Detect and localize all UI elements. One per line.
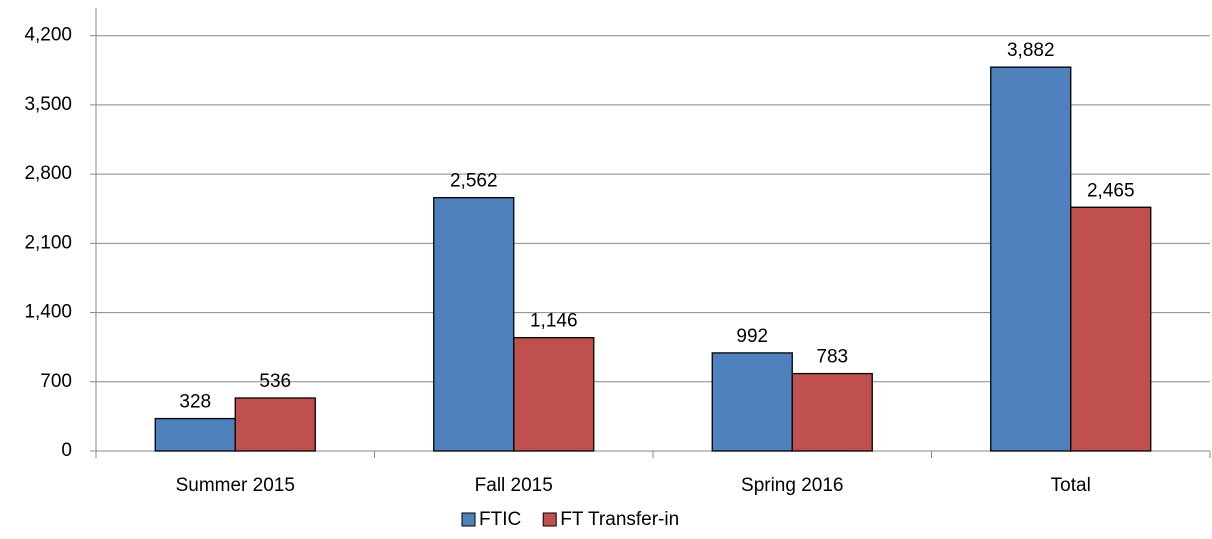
bar (513, 337, 595, 452)
data-label: 783 (816, 347, 848, 368)
bar (154, 417, 236, 452)
y-tick-label: 1,400 (24, 302, 72, 323)
bar (711, 352, 793, 452)
x-tick-label: Total (1051, 475, 1091, 496)
legend-swatch (461, 512, 476, 527)
y-tick-label: 4,200 (24, 25, 72, 46)
legend-label: FTIC (479, 509, 521, 530)
data-label: 2,562 (450, 171, 498, 192)
bar (234, 397, 316, 452)
y-tick-label: 700 (40, 371, 72, 392)
bar (433, 197, 515, 452)
data-label: 536 (259, 371, 291, 392)
bar (791, 372, 873, 452)
data-label: 328 (179, 392, 211, 413)
data-label: 3,882 (1007, 40, 1055, 61)
legend-label: FT Transfer-in (560, 509, 679, 530)
x-tick-label: Fall 2015 (475, 475, 553, 496)
x-tick-label: Spring 2016 (741, 475, 843, 496)
x-tick-label: Summer 2015 (176, 475, 295, 496)
legend-swatch (542, 512, 557, 527)
data-label: 2,465 (1087, 180, 1135, 201)
bar (990, 66, 1072, 452)
bar (1070, 206, 1152, 452)
data-label: 992 (736, 326, 768, 347)
y-tick-label: 0 (61, 440, 72, 461)
data-label: 1,146 (530, 311, 578, 332)
y-tick-label: 3,500 (24, 94, 72, 115)
y-tick-label: 2,100 (24, 232, 72, 253)
y-tick-label: 2,800 (24, 163, 72, 184)
